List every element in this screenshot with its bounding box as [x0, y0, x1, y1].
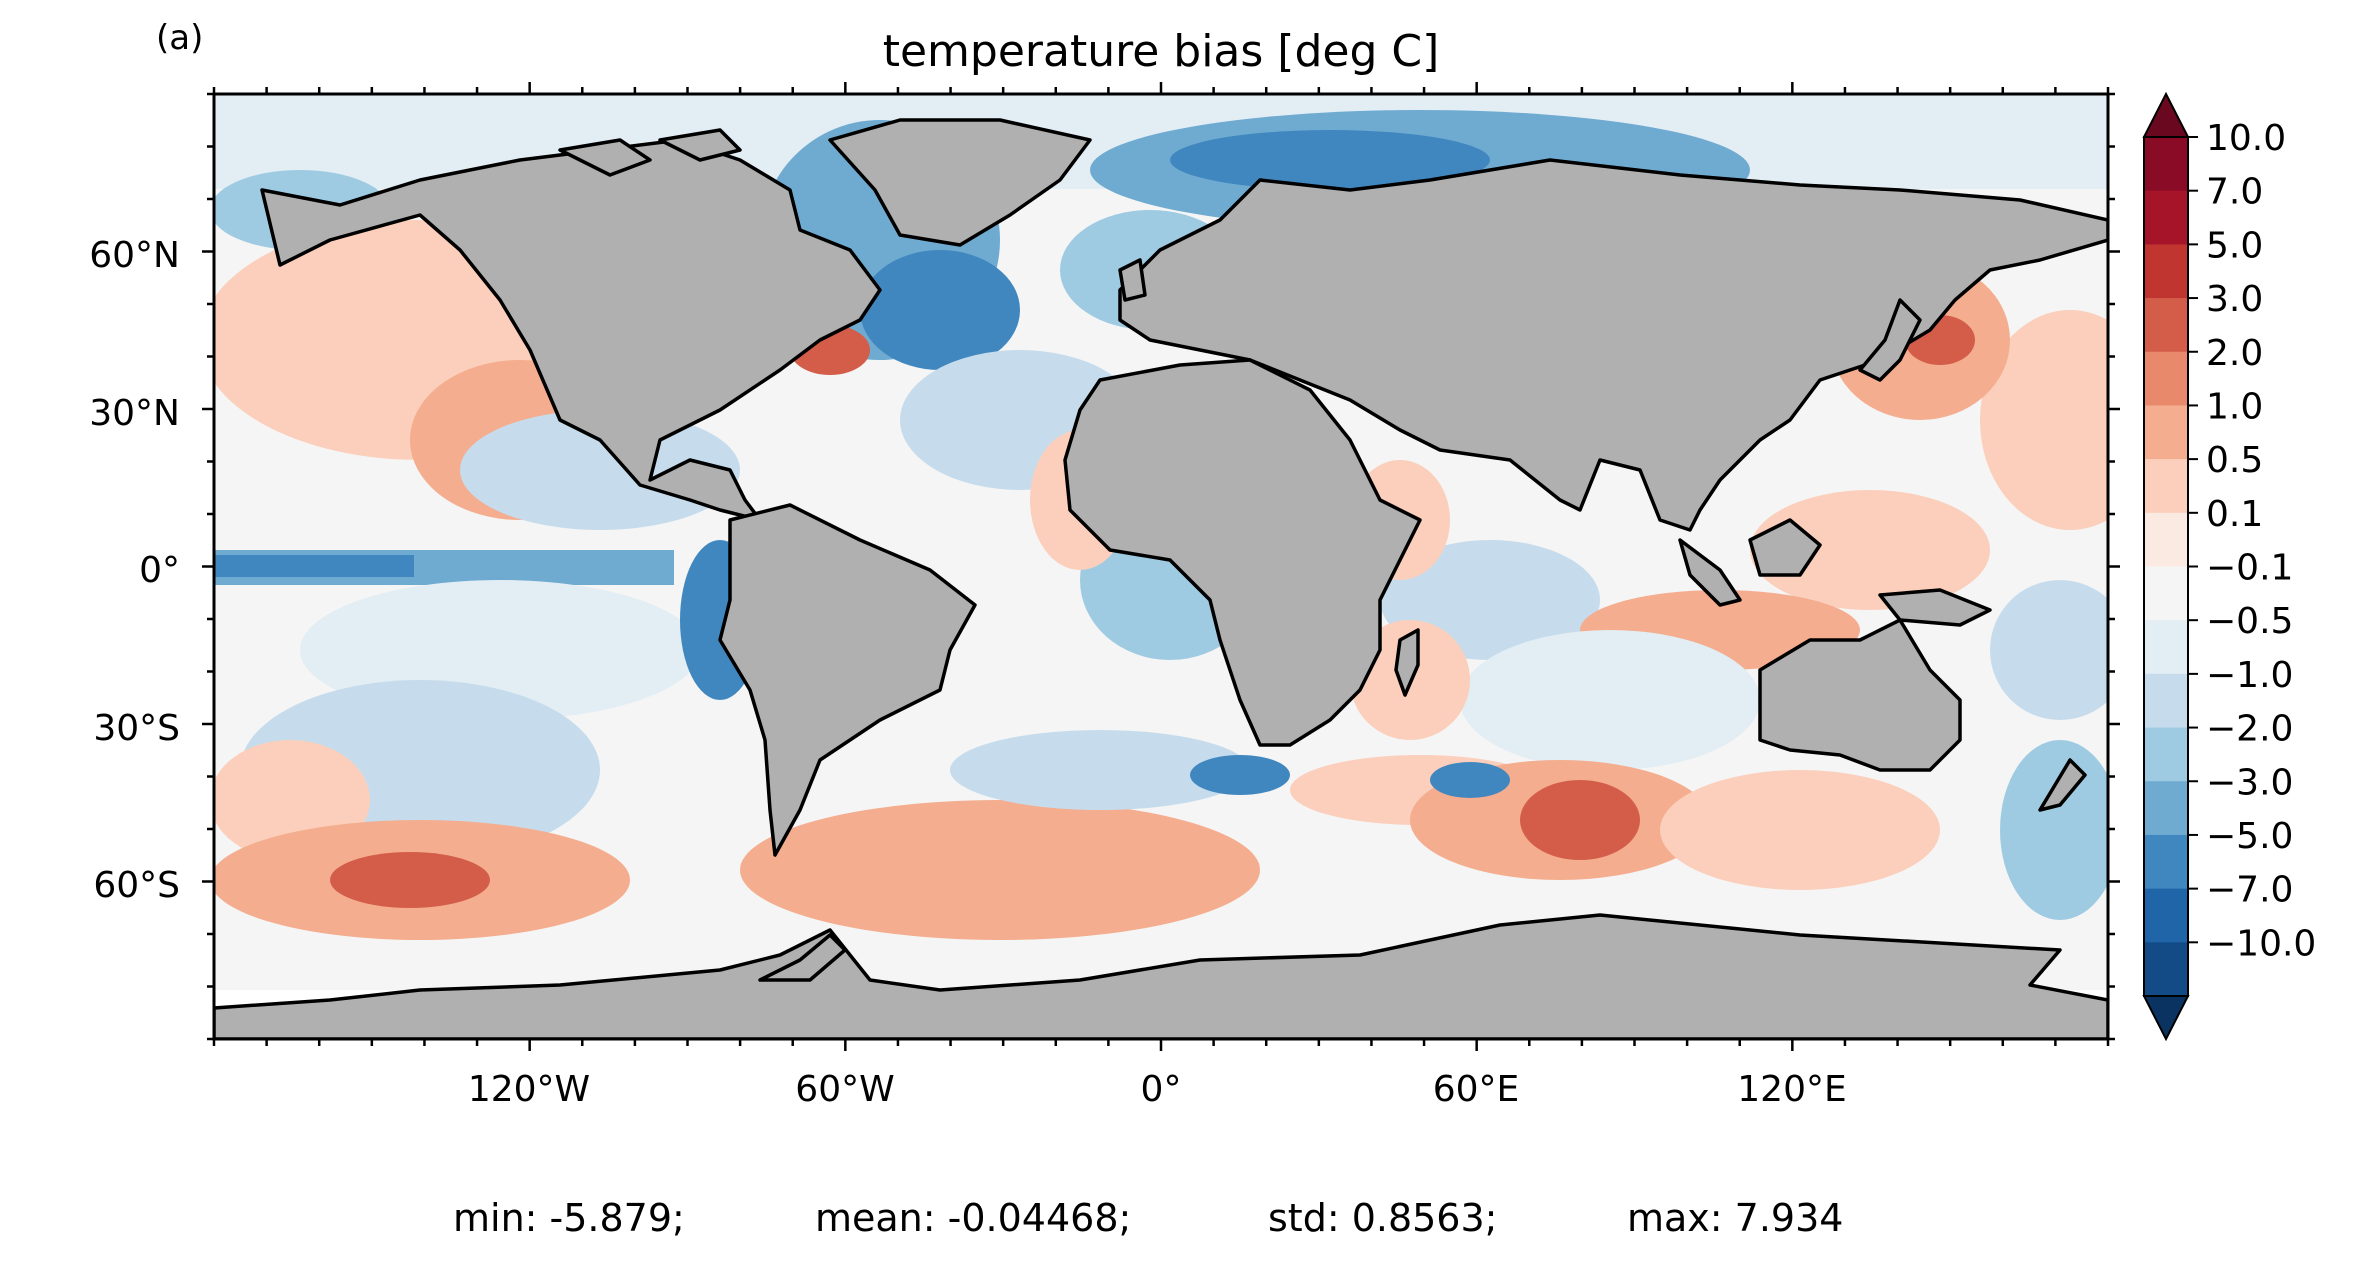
colorbar-label: 0.1	[2206, 494, 2263, 535]
colorbar-label: −5.0	[2206, 816, 2293, 857]
africa	[1063, 358, 1422, 747]
colorbar-label: 10.0	[2206, 118, 2286, 159]
colorbar-label: −2.0	[2206, 709, 2293, 750]
borneo	[1748, 518, 1822, 577]
lon-tick-label-120e: 120°E	[1737, 1069, 1846, 1110]
colorbar-swatch	[2144, 834, 2188, 890]
colorbar-swatch	[2144, 244, 2188, 299]
map-title: temperature bias [deg C]	[883, 26, 1440, 77]
colorbar-swatches	[2143, 136, 2189, 997]
colorbar-label: −0.1	[2206, 548, 2293, 589]
land-masses	[214, 118, 2108, 1039]
colorbar-label: −0.5	[2206, 601, 2293, 642]
uk-ireland	[1118, 258, 1147, 302]
colorbar-label: 3.0	[2206, 279, 2263, 320]
colorbar-label: 5.0	[2206, 225, 2263, 266]
lat-tick-label-30s: 30°S	[93, 708, 180, 749]
stat-min: min: -5.879;	[453, 1196, 685, 1240]
colorbar-label: 1.0	[2206, 386, 2263, 427]
stat-max: max: 7.934	[1627, 1196, 1844, 1240]
colorbar-swatch	[2144, 888, 2188, 943]
colorbar-swatch	[2144, 405, 2188, 460]
antarctic-peninsula	[758, 933, 847, 982]
stat-std: std: 0.8563;	[1268, 1196, 1498, 1240]
colorbar-label: 0.5	[2206, 440, 2263, 481]
new-guinea	[1878, 588, 1992, 627]
australia	[1758, 618, 1962, 772]
lon-tick-label-60e: 60°E	[1433, 1069, 1520, 1110]
lat-tick-label-30n: 30°N	[89, 393, 180, 434]
sumatra	[1678, 538, 1742, 607]
japan	[1858, 298, 1922, 382]
new-zealand	[2038, 758, 2087, 812]
eurasia	[1118, 158, 2108, 532]
colorbar-label: −1.0	[2206, 655, 2293, 696]
colorbar-labels: 10.0 7.0 5.0 3.0 2.0 1.0 0.5 0.1 −0.1 −0.5 −1.0 −2.…	[2188, 118, 2316, 964]
colorbar-swatch	[2144, 137, 2188, 192]
colorbar-label: −10.0	[2206, 923, 2316, 964]
colorbar: 10.0 7.0 5.0 3.0 2.0 1.0 0.5 0.1 −0.1 −0.5 −1.0 −2.…	[2142, 91, 2316, 1042]
madagascar	[1394, 628, 1420, 697]
lon-tick-label-0: 0°	[1141, 1069, 1182, 1110]
lat-tick-label-60s: 60°S	[93, 865, 180, 906]
statistics-line: min: -5.879; mean: -0.04468; std: 0.8563…	[0, 1196, 2362, 1246]
colorbar-swatch	[2144, 459, 2188, 514]
lon-tick-label-120w: 120°W	[468, 1069, 590, 1110]
colorbar-label: −3.0	[2206, 762, 2293, 803]
colorbar-swatch	[2144, 351, 2188, 406]
colorbar-label: 7.0	[2206, 172, 2263, 213]
colorbar-swatch	[2144, 727, 2188, 782]
colorbar-swatch	[2144, 566, 2188, 621]
panel-label: (a)	[156, 18, 203, 58]
axis-ticks	[202, 82, 2120, 1051]
colorbar-swatch	[2144, 620, 2188, 675]
map-area	[214, 94, 2108, 1039]
south-america	[718, 503, 977, 857]
arctic-islands-2	[658, 128, 742, 162]
colorbar-swatch	[2144, 298, 2188, 353]
colorbar-swatch	[2144, 190, 2188, 245]
colorbar-swatch	[2144, 781, 2188, 836]
colorbar-over-arrow	[2142, 91, 2190, 138]
colorbar-label: −7.0	[2206, 870, 2293, 911]
colorbar-label: 2.0	[2206, 333, 2263, 374]
lon-tick-label-60w: 60°W	[795, 1069, 894, 1110]
colorbar-under-arrow	[2142, 995, 2190, 1042]
lat-tick-label-0: 0°	[139, 550, 180, 591]
arctic-islands-1	[558, 138, 652, 177]
colorbar-swatch	[2144, 942, 2188, 997]
colorbar-swatch	[2144, 673, 2188, 729]
stat-mean: mean: -0.04468;	[815, 1196, 1132, 1240]
colorbar-swatch	[2144, 512, 2188, 567]
greenland	[828, 118, 1092, 247]
lat-tick-label-60n: 60°N	[89, 235, 180, 276]
antarctica	[214, 913, 2108, 1039]
